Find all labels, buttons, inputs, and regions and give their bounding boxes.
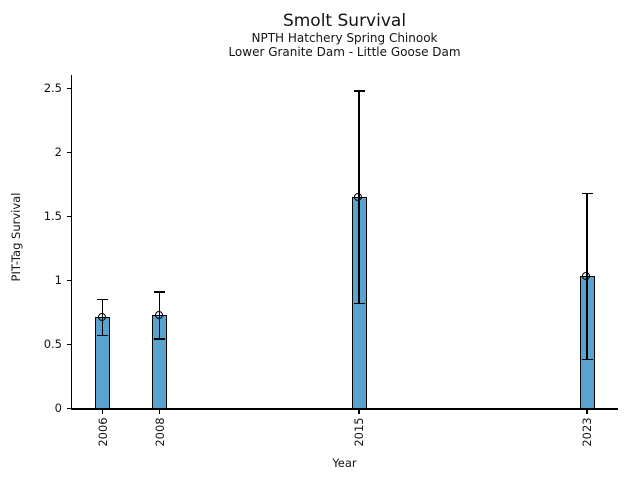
marker-open-circle-2015 [354,193,363,202]
y-tick-label: 0.5 [43,337,62,352]
y-tick-label: 2 [54,145,62,160]
x-tick-label: 2023 [580,417,594,447]
y-tick-label: 2.5 [43,81,62,96]
y-tick-mark [67,343,71,345]
chart-title: Smolt Survival [282,11,407,31]
marker-open-circle-2023 [582,272,591,281]
error-cap-top-2008 [154,291,165,293]
y-tick-label: 0 [54,401,62,416]
error-cap-bottom-2023 [581,358,593,361]
x-axis-label: Year [332,456,357,470]
x-tick-label: 2008 [152,417,167,447]
y-axis-label: PIT-Tag Survival [9,192,23,282]
chart-subtitle-line1: NPTH Hatchery Spring Chinook [251,31,438,45]
error-cap-bottom-2008 [154,338,165,340]
y-tick-mark [67,87,71,89]
marker-open-circle-2008 [154,310,163,319]
y-tick-mark [67,407,71,409]
chart-subtitle-line2: Lower Granite Dam - Little Goose Dam [228,45,461,59]
x-tick-mark [158,409,161,414]
error-cap-top-2023 [581,192,593,194]
x-tick-label: 2015 [352,417,366,447]
y-axis-spine [71,75,73,410]
error-cap-bottom-2006 [97,334,108,337]
x-tick-mark [358,409,360,414]
error-cap-top-2015 [353,90,365,92]
y-tick-label: 1.5 [43,209,62,224]
x-tick-mark [586,409,588,414]
x-tick-mark [101,409,104,414]
y-tick-label: 1 [54,273,62,288]
marker-open-circle-2006 [97,313,106,322]
x-tick-label: 2006 [95,417,110,447]
x-axis-spine [71,408,618,410]
y-tick-mark [67,151,71,153]
y-tick-mark [67,279,71,281]
error-cap-top-2006 [97,298,108,301]
error-cap-bottom-2015 [353,302,365,305]
y-tick-mark [67,215,71,217]
